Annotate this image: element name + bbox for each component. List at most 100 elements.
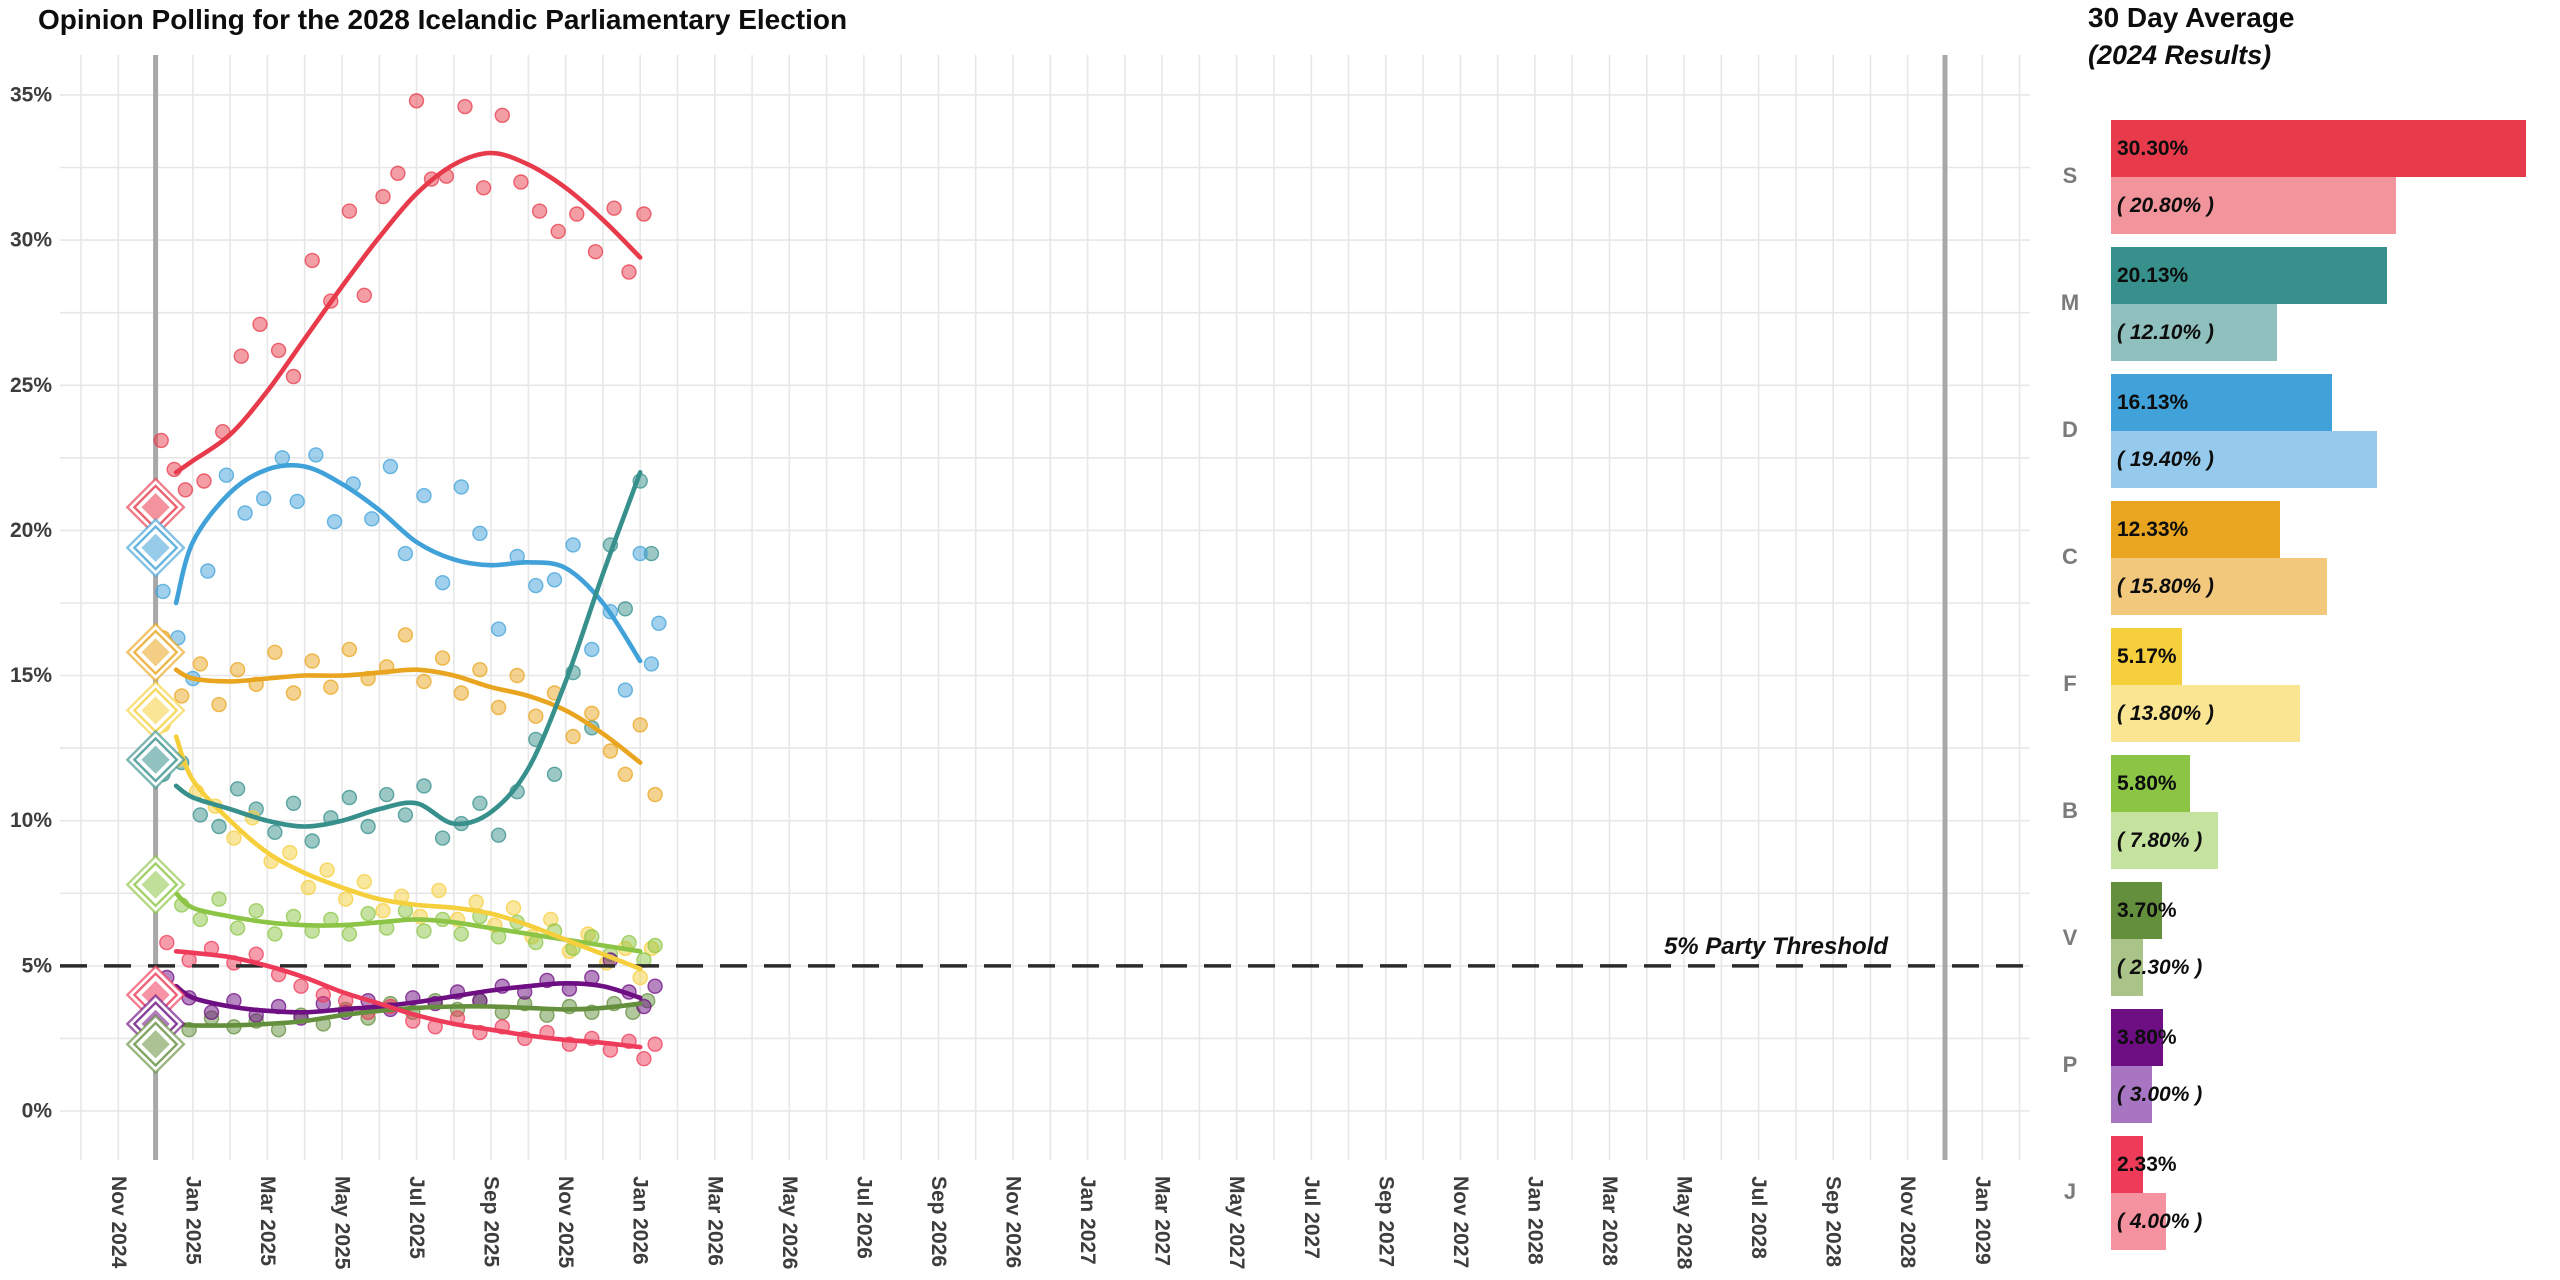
poll-dot-C bbox=[584, 705, 600, 721]
poll-dot-M bbox=[472, 795, 488, 811]
trend-line-S bbox=[173, 150, 643, 475]
x-tick-label: Mar 2026 bbox=[703, 1176, 726, 1266]
trend-line-D bbox=[173, 462, 643, 664]
poll-dot-B bbox=[360, 905, 376, 922]
poll-dot-B bbox=[341, 926, 358, 942]
poll-dot-B bbox=[285, 908, 302, 925]
poll-dot-C bbox=[453, 685, 469, 701]
poll-dot-C bbox=[509, 667, 525, 684]
x-tick-label: Jul 2027 bbox=[1300, 1176, 1323, 1259]
result-value-S: ( 20.80% ) bbox=[2117, 194, 2214, 217]
x-tick-label: Jan 2025 bbox=[181, 1176, 204, 1265]
poll-dot-D bbox=[472, 525, 488, 541]
x-tick-label: Mar 2025 bbox=[256, 1176, 279, 1266]
poll-dot-D bbox=[546, 572, 563, 588]
result-diamond-B bbox=[141, 870, 170, 899]
poll-dot-S bbox=[636, 206, 652, 222]
poll-dot-D bbox=[256, 490, 272, 507]
poll-dot-F bbox=[632, 969, 648, 986]
result-value-J: ( 4.00% ) bbox=[2117, 1210, 2203, 1233]
poll-dot-D bbox=[643, 656, 660, 672]
avg-value-D: 16.13% bbox=[2117, 391, 2189, 414]
poll-dot-C bbox=[632, 717, 648, 733]
poll-dot-S bbox=[153, 432, 169, 449]
party-letter-C: C bbox=[2062, 544, 2078, 569]
poll-dot-F bbox=[300, 879, 317, 896]
x-tick-label: Jan 2026 bbox=[629, 1176, 652, 1265]
poll-dot-M bbox=[397, 807, 414, 823]
poll-dot-F bbox=[505, 900, 522, 916]
avg-bar-M bbox=[2111, 247, 2387, 304]
poll-dot-C bbox=[416, 673, 432, 690]
avg-bar-J bbox=[2111, 1136, 2143, 1193]
poll-dot-M bbox=[490, 827, 507, 843]
poll-dot-D bbox=[416, 487, 432, 504]
party-letter-V: V bbox=[2062, 925, 2078, 950]
poll-dot-D bbox=[308, 447, 324, 463]
trend-line-J bbox=[173, 949, 643, 1050]
poll-dot-C bbox=[267, 644, 283, 660]
x-tick-label: May 2028 bbox=[1673, 1176, 1696, 1270]
result-diamond-V bbox=[141, 1030, 170, 1059]
poll-dot-S bbox=[196, 473, 212, 489]
average-panel-title: 30 Day Average bbox=[2088, 2, 2295, 33]
poll-dot-F bbox=[282, 844, 298, 861]
x-tick-label: Jan 2028 bbox=[1523, 1176, 1546, 1265]
x-tick-label: Nov 2026 bbox=[1002, 1176, 1025, 1268]
poll-dot-C bbox=[323, 679, 339, 695]
poll-dot-D bbox=[155, 583, 171, 600]
result-bar-J bbox=[2111, 1193, 2166, 1250]
trend-line-C bbox=[173, 667, 643, 765]
poll-dot-M bbox=[617, 601, 633, 617]
avg-value-J: 2.33% bbox=[2117, 1153, 2177, 1176]
poll-dot-C bbox=[617, 766, 633, 782]
x-tick-label: Nov 2025 bbox=[554, 1176, 577, 1269]
poll-dot-S bbox=[375, 188, 391, 205]
poll-dot-S bbox=[390, 165, 406, 182]
poll-dot-S bbox=[177, 482, 194, 498]
poll-dot-F bbox=[431, 882, 447, 899]
avg-bar-C bbox=[2111, 501, 2280, 558]
poll-dot-S bbox=[475, 180, 492, 196]
party-letter-S: S bbox=[2062, 163, 2078, 188]
poll-dot-D bbox=[326, 514, 343, 530]
poll-dot-S bbox=[270, 342, 287, 359]
poll-dot-S bbox=[606, 200, 622, 216]
avg-bar-F bbox=[2111, 628, 2182, 685]
poll-dot-C bbox=[173, 688, 190, 704]
result-value-V: ( 2.30% ) bbox=[2117, 956, 2203, 979]
poll-dot-D bbox=[382, 458, 399, 475]
y-tick-label: 20% bbox=[10, 519, 52, 542]
poll-dot-D bbox=[651, 615, 667, 631]
x-tick-label: May 2025 bbox=[331, 1176, 354, 1270]
avg-bar-B bbox=[2111, 755, 2190, 812]
poll-dot-C bbox=[490, 699, 507, 716]
poll-dot-C bbox=[304, 653, 320, 669]
poll-dot-F bbox=[468, 894, 484, 910]
y-tick-label: 30% bbox=[10, 229, 52, 252]
result-value-C: ( 15.80% ) bbox=[2117, 575, 2214, 598]
x-tick-label: Jul 2025 bbox=[405, 1176, 428, 1259]
poll-dot-B bbox=[229, 920, 246, 936]
result-bar-F bbox=[2111, 685, 2300, 742]
poll-dot-B bbox=[248, 903, 264, 919]
avg-bar-D bbox=[2111, 374, 2332, 431]
poll-dot-D bbox=[397, 545, 414, 562]
x-tick-label: Jan 2027 bbox=[1076, 1176, 1099, 1265]
x-tick-label: Sep 2027 bbox=[1374, 1176, 1397, 1267]
y-tick-label: 0% bbox=[22, 1100, 53, 1123]
x-tick-label: Sep 2026 bbox=[927, 1176, 950, 1267]
poll-dot-M bbox=[360, 818, 376, 835]
trend-line-M bbox=[173, 470, 643, 829]
poll-dot-D bbox=[200, 563, 216, 579]
party-letter-B: B bbox=[2062, 798, 2078, 823]
x-tick-label: May 2027 bbox=[1225, 1176, 1248, 1269]
x-tick-label: Sep 2028 bbox=[1822, 1176, 1845, 1267]
result-diamond-F bbox=[141, 696, 170, 725]
poll-dot-M bbox=[416, 778, 432, 794]
result-bar-M bbox=[2111, 304, 2277, 361]
poll-dot-C bbox=[528, 708, 544, 724]
x-tick-label: May 2026 bbox=[778, 1176, 801, 1269]
y-tick-label: 10% bbox=[10, 809, 52, 832]
